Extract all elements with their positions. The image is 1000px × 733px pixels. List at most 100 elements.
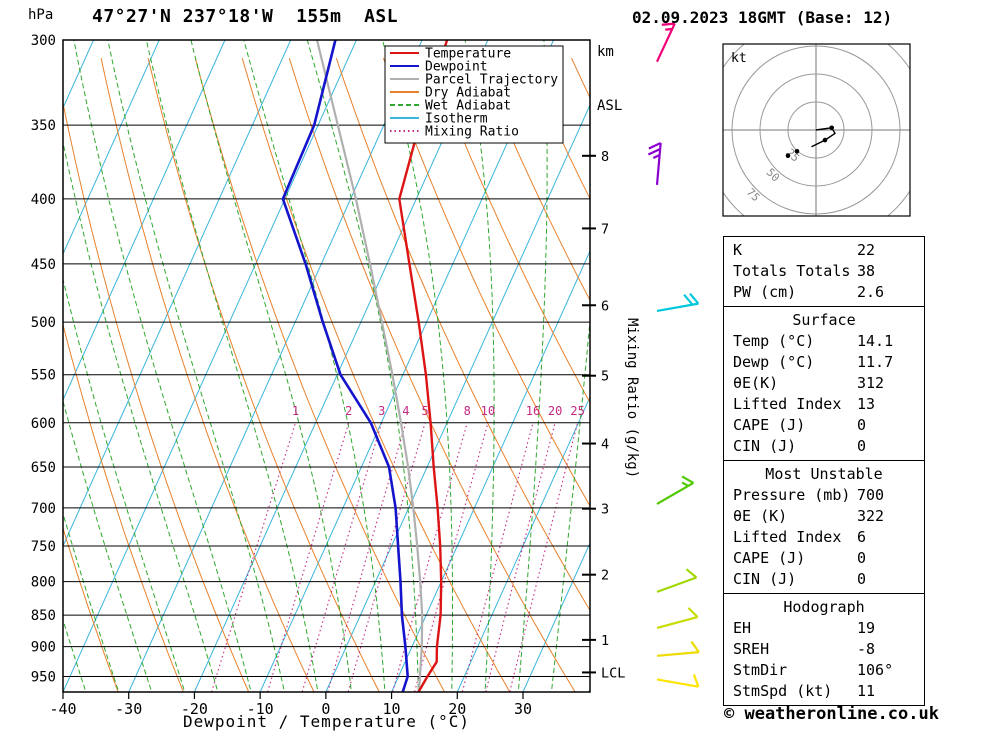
stat-value: 38 — [857, 262, 876, 280]
stat-row: Temp (°C) 14.1 — [724, 331, 924, 352]
stat-value: 322 — [857, 507, 885, 525]
wet-adiabat-lines — [63, 40, 590, 692]
stat-row: Dewp (°C) 11.7 — [724, 352, 924, 373]
stat-label: K — [733, 241, 743, 259]
temp-tick-label: 10 — [383, 700, 401, 718]
stat-value: 11.7 — [857, 353, 894, 371]
isotherm-lines — [63, 40, 590, 692]
stat-row: θE (K) 322 — [724, 506, 924, 527]
altitude-axis-unit-km: km — [597, 44, 614, 60]
km-tick-label: 6 — [601, 298, 609, 314]
pressure-tick-label: 800 — [31, 575, 56, 591]
stat-value: 106° — [857, 661, 894, 679]
stat-row: Lifted Index 6 — [724, 527, 924, 548]
stat-label: PW (cm) — [733, 283, 797, 301]
pressure-tick-label: 850 — [31, 608, 56, 624]
stats-section: Hodograph EH 19 SREH -8 StmDir 106° StmSpd (kt)… — [724, 593, 924, 705]
hodograph-point — [829, 125, 834, 131]
temp-tick-label: -30 — [115, 700, 142, 718]
stat-label: Pressure (mb) — [733, 486, 851, 504]
pressure-tick-label: 450 — [31, 257, 56, 273]
stat-value: 0 — [857, 416, 867, 434]
pressure-labels: 300 350 400 450 500 550 600 650 700 750 800 850 900 9… — [31, 33, 56, 686]
parcel-trajectory-curve — [315, 40, 424, 692]
stat-row: Pressure (mb) 700 — [724, 485, 924, 506]
km-tick-label: 3 — [601, 502, 609, 518]
stats-table: K 22 Totals Totals 38 PW (cm) 2.6 Surface Temp … — [723, 236, 925, 706]
temp-tick-label: 20 — [448, 700, 466, 718]
stat-value: 0 — [857, 437, 867, 455]
temperature-curve — [398, 40, 449, 692]
stats-section-header: Surface — [792, 311, 856, 329]
wind-barb — [656, 640, 700, 657]
stat-row: Totals Totals 38 — [724, 261, 924, 282]
hodograph-point — [785, 153, 791, 159]
pressure-tick-label: 300 — [31, 33, 56, 49]
stat-row: Lifted Index 13 — [724, 394, 924, 415]
lcl-label: LCL — [601, 665, 625, 681]
temperature-axis: -40 -30 -20 -10 0 10 20 30 — [49, 692, 532, 718]
stat-value: 0 — [857, 549, 867, 567]
dewpoint-curve — [281, 40, 409, 692]
stat-row: SREH -8 — [724, 639, 924, 660]
pressure-tick-label: 700 — [31, 501, 56, 517]
stat-row: CIN (J) 0 — [724, 569, 924, 590]
pressure-tick-label: 600 — [31, 416, 56, 432]
x-axis-title: Dewpoint / Temperature (°C) — [182, 712, 471, 731]
stat-value: 13 — [857, 395, 876, 413]
stat-value: 11 — [857, 682, 876, 700]
pressure-tick-label: 550 — [31, 368, 56, 384]
temp-tick-label: -40 — [49, 700, 76, 718]
km-tick-label: 7 — [601, 221, 609, 237]
stat-label: Temp (°C) — [733, 332, 815, 350]
hodograph-trace — [811, 127, 836, 148]
wind-barb-column — [647, 22, 700, 688]
mixing-ratio-value-label: 25 — [570, 404, 584, 418]
mixing-ratio-axis-label: Mixing Ratio (g/kg) — [624, 318, 640, 479]
pressure-tick-label: 500 — [31, 315, 56, 331]
stat-label: Lifted Index — [733, 528, 842, 546]
copyright: © weatheronline.co.uk — [724, 704, 939, 724]
mixing-ratio-value-label: 2 — [345, 404, 352, 418]
legend-item-label: Dewpoint — [425, 60, 488, 75]
datetime-label: 02.09.2023 18GMT (Base: 12) — [632, 8, 893, 27]
pressure-tick-label: 750 — [31, 539, 56, 555]
stats-section: K 22 Totals Totals 38 PW (cm) 2.6 — [724, 237, 924, 306]
temp-tick-label: 30 — [514, 700, 532, 718]
stat-row: K 22 — [724, 240, 924, 261]
stats-section-header: Hodograph — [783, 598, 865, 616]
stat-value: 19 — [857, 619, 876, 637]
wind-barb — [656, 292, 700, 313]
stat-value: 312 — [857, 374, 885, 392]
mixing-ratio-value-label: 10 — [481, 404, 495, 418]
hodograph-ring-label: 50 — [764, 166, 783, 185]
stat-row: PW (cm) 2.6 — [724, 282, 924, 303]
km-tick-label: 2 — [601, 568, 609, 584]
mixing-ratio-value-label: 4 — [402, 404, 409, 418]
stat-row: CIN (J) 0 — [724, 436, 924, 457]
hodograph-ring-label: 75 — [744, 186, 763, 205]
stats-section: Surface Temp (°C) 14.1 Dewp (°C) 11.7 θE(K) 31… — [724, 306, 924, 460]
page-title: 47°27'N 237°18'W 155m ASL — [92, 6, 399, 27]
legend-item-label: Parcel Trajectory — [425, 73, 558, 88]
mixing-ratio-value-label: 20 — [548, 404, 562, 418]
stat-value: 0 — [857, 570, 867, 588]
stat-value: 14.1 — [857, 332, 894, 350]
stat-label: CAPE (J) — [733, 549, 806, 567]
stats-section-header: Most Unstable — [765, 465, 883, 483]
pressure-tick-label: 650 — [31, 460, 56, 476]
legend-item-label: Isotherm — [425, 112, 488, 127]
mixing-ratio-value-label: 5 — [421, 404, 428, 418]
stat-row: CAPE (J) 0 — [724, 415, 924, 436]
stat-row: CAPE (J) 0 — [724, 548, 924, 569]
stat-label: CAPE (J) — [733, 416, 806, 434]
stat-label: θE (K) — [733, 507, 788, 525]
stat-label: StmDir — [733, 661, 788, 679]
stat-row: θE(K) 312 — [724, 373, 924, 394]
temp-tick-label: -20 — [181, 700, 208, 718]
pressure-grid — [63, 39, 590, 678]
stat-row: StmSpd (kt) 11 — [724, 681, 924, 702]
